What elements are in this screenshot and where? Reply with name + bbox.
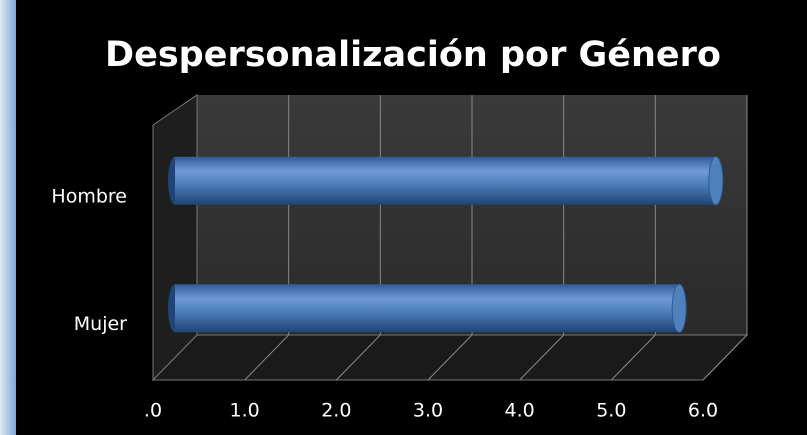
floor-grid-line — [427, 334, 473, 381]
bar — [175, 156, 716, 205]
x-tick-label: 3.0 — [413, 400, 443, 422]
x-tick-label: .0 — [144, 400, 162, 422]
x-tick-label: 5.0 — [596, 400, 626, 422]
floor-grid-line — [702, 334, 748, 381]
floor-grid-line — [610, 334, 656, 381]
side-wall — [152, 94, 198, 382]
floor-grid-line — [519, 334, 565, 381]
bar-cap-end — [671, 283, 687, 333]
x-tick-label: 6.0 — [688, 400, 718, 422]
chart-title: Despersonalización por Género — [105, 35, 721, 75]
side-strip — [0, 0, 16, 435]
y-tick-label: Mujer — [74, 313, 127, 335]
floor-grid-line — [244, 334, 290, 381]
bar-cap-end — [708, 156, 724, 206]
bar — [175, 284, 680, 333]
floor-grid-line — [335, 334, 381, 381]
y-tick-label: Hombre — [51, 185, 127, 207]
x-tick-label: 1.0 — [230, 400, 260, 422]
x-tick-label: 2.0 — [321, 400, 351, 422]
x-tick-label: 4.0 — [505, 400, 535, 422]
